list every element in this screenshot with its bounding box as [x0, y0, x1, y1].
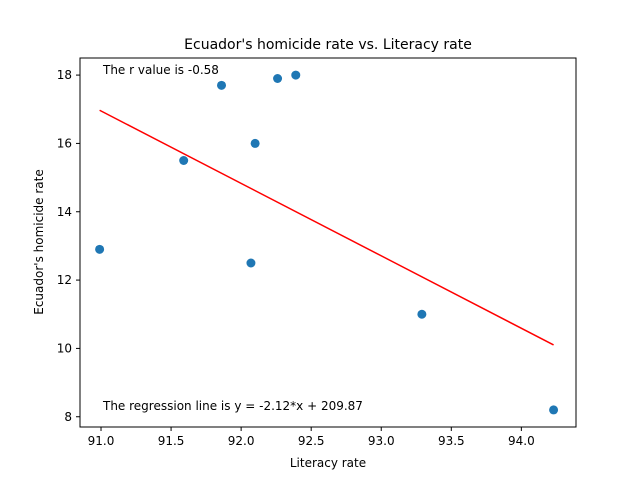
- y-tick-label: 18: [57, 68, 72, 82]
- x-tick-label: 91.0: [88, 434, 115, 448]
- y-tick-label: 12: [57, 273, 72, 287]
- y-axis-label: Ecuador's homicide rate: [32, 169, 46, 315]
- scatter-point: [417, 309, 427, 319]
- x-axis-ticks: 91.0 91.5 92.0 92.5 93.0 93.5 94.0: [88, 427, 535, 448]
- regression-line: [99, 109, 554, 346]
- regression-line-group: [99, 109, 554, 346]
- x-tick-label: 94.0: [508, 434, 535, 448]
- x-tick-label: 92.5: [298, 434, 325, 448]
- scatter-point: [273, 74, 283, 83]
- scatter-point: [291, 70, 301, 80]
- y-tick-label: 10: [57, 341, 72, 355]
- plot-area: 91.0 91.5 92.0 92.5 93.0 93.5 94.0 8 10 12 14 16 18: [57, 57, 577, 448]
- y-tick-label: 14: [57, 205, 72, 219]
- scatter-point: [179, 156, 189, 165]
- r-value-annotation: The r value is -0.58: [102, 63, 219, 77]
- chart-title: Ecuador's homicide rate vs. Literacy rat…: [184, 37, 472, 53]
- scatter-point: [549, 405, 559, 415]
- scatter-points: [95, 70, 559, 415]
- regression-equation-annotation: The regression line is y = -2.12*x + 209…: [102, 399, 363, 413]
- x-tick-label: 91.5: [158, 434, 185, 448]
- scatter-point: [250, 138, 260, 148]
- y-tick-label: 8: [64, 410, 72, 424]
- scatter-point: [246, 258, 256, 268]
- scatter-point: [217, 80, 227, 90]
- y-tick-label: 16: [57, 136, 72, 150]
- x-tick-label: 92.0: [228, 434, 255, 448]
- scatter-point: [95, 244, 105, 254]
- x-tick-label: 93.0: [368, 434, 395, 448]
- axes-frame: [79, 57, 577, 428]
- x-tick-label: 93.5: [438, 434, 465, 448]
- y-axis-ticks: 8 10 12 14 16 18: [57, 68, 80, 424]
- x-axis-label: Literacy rate: [290, 456, 366, 470]
